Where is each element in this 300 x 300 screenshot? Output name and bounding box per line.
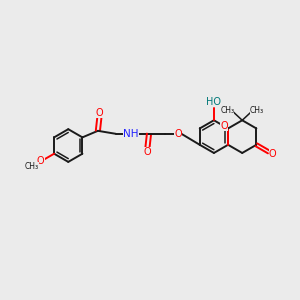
Text: NH: NH [123, 129, 139, 139]
Text: O: O [37, 156, 44, 167]
Text: CH₃: CH₃ [250, 106, 264, 115]
Text: HO: HO [206, 97, 221, 107]
Text: O: O [144, 147, 151, 157]
Text: O: O [220, 121, 228, 131]
Text: O: O [96, 108, 103, 118]
Text: CH₃: CH₃ [220, 106, 234, 115]
Text: O: O [269, 149, 276, 159]
Text: O: O [174, 129, 182, 139]
Text: CH₃: CH₃ [24, 162, 38, 171]
